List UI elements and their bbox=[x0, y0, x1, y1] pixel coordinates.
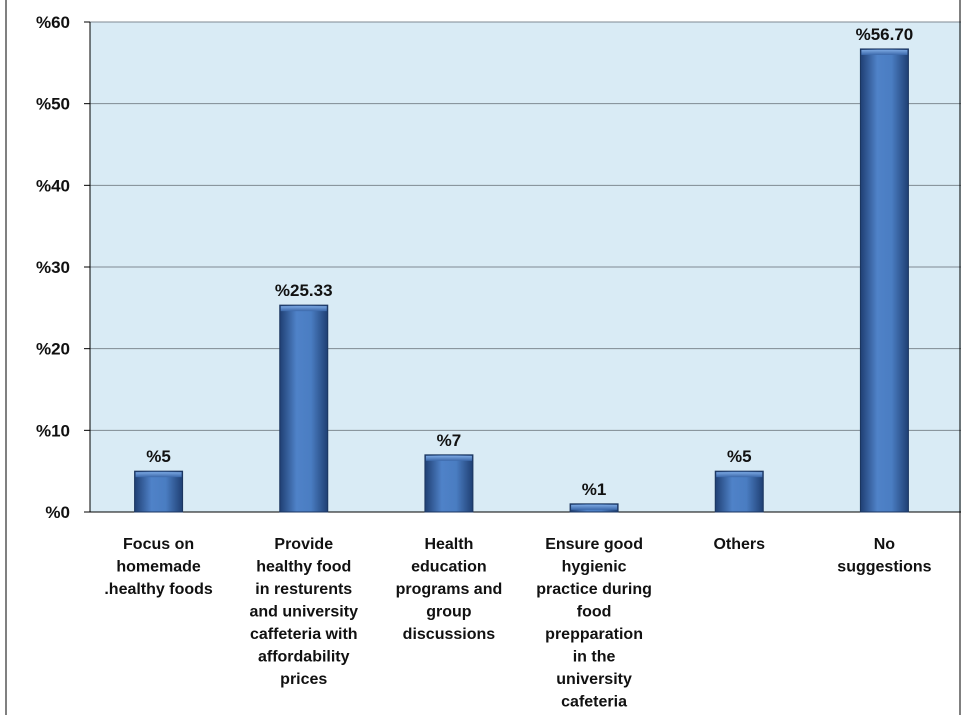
category-label-line: discussions bbox=[403, 626, 496, 643]
y-tick-label: %50 bbox=[36, 95, 70, 114]
bar bbox=[279, 304, 329, 513]
bar-top-bevel bbox=[716, 472, 763, 478]
bar-group bbox=[859, 48, 909, 513]
data-label: %1 bbox=[582, 480, 607, 499]
category-label-line: prices bbox=[280, 671, 327, 688]
bar-group bbox=[279, 304, 329, 513]
bar-group bbox=[714, 470, 764, 513]
bar-group bbox=[424, 454, 474, 513]
category-label-line: Focus on bbox=[123, 536, 194, 553]
data-label: %25.33 bbox=[275, 281, 333, 300]
bar bbox=[714, 470, 764, 513]
category-label-line: cafeteria bbox=[561, 694, 627, 711]
category-label-line: Ensure good bbox=[545, 536, 643, 553]
category-label-line: practice during bbox=[536, 581, 652, 598]
data-label: %5 bbox=[727, 447, 752, 466]
category-label-line: group bbox=[426, 604, 472, 621]
bar-top-bevel bbox=[571, 504, 618, 510]
category-label: No suggestions bbox=[837, 536, 931, 576]
bar-top-bevel bbox=[280, 306, 327, 312]
category-label-line: in resturents bbox=[255, 581, 352, 598]
category-label: Health education programs and group discussi… bbox=[396, 536, 503, 643]
category-label-line: .healthy foods bbox=[104, 581, 213, 598]
category-label-line: Others bbox=[713, 536, 765, 553]
y-tick-label: %20 bbox=[36, 340, 70, 359]
category-label-line: programs and bbox=[396, 581, 503, 598]
category-label-line: healthy food bbox=[256, 559, 351, 576]
category-label: Provide healthy food in resturents and univ… bbox=[250, 536, 359, 688]
bar bbox=[424, 454, 474, 513]
category-label: Focus on homemade .healthy foods bbox=[104, 536, 213, 598]
data-label: %5 bbox=[146, 447, 171, 466]
y-tick-label: %40 bbox=[36, 176, 70, 195]
bar bbox=[134, 470, 184, 513]
y-tick-label: %30 bbox=[36, 258, 70, 277]
category-label-line: caffeteria with bbox=[250, 626, 358, 643]
bar-top-bevel bbox=[861, 49, 908, 55]
category-label-line: Health bbox=[424, 536, 473, 553]
category-label-line: Provide bbox=[274, 536, 333, 553]
category-label-line: food bbox=[577, 604, 612, 621]
category-label: Ensure good hygienic practice during food pr… bbox=[536, 536, 652, 711]
category-label-line: affordability bbox=[258, 649, 350, 666]
data-label: %7 bbox=[437, 431, 462, 450]
y-tick-label: %0 bbox=[45, 503, 70, 522]
category-label-line: No bbox=[874, 536, 896, 553]
bar-top-bevel bbox=[135, 472, 182, 478]
data-label: %56.70 bbox=[856, 25, 914, 44]
category-label-line: in the bbox=[573, 649, 616, 666]
bar-top-bevel bbox=[425, 455, 472, 461]
category-label-line: university bbox=[556, 671, 632, 688]
y-tick-label: %10 bbox=[36, 421, 70, 440]
bar-group bbox=[569, 503, 619, 513]
y-tick-label: %60 bbox=[36, 13, 70, 32]
bar-group bbox=[134, 470, 184, 513]
category-label-line: homemade bbox=[116, 559, 201, 576]
category-label: Others bbox=[713, 536, 765, 553]
category-label-line: hygienic bbox=[562, 559, 627, 576]
bar bbox=[859, 48, 909, 513]
category-label-line: prepparation bbox=[545, 626, 643, 643]
category-label-line: suggestions bbox=[837, 559, 931, 576]
category-label-line: and university bbox=[250, 604, 359, 621]
category-label-line: education bbox=[411, 559, 487, 576]
